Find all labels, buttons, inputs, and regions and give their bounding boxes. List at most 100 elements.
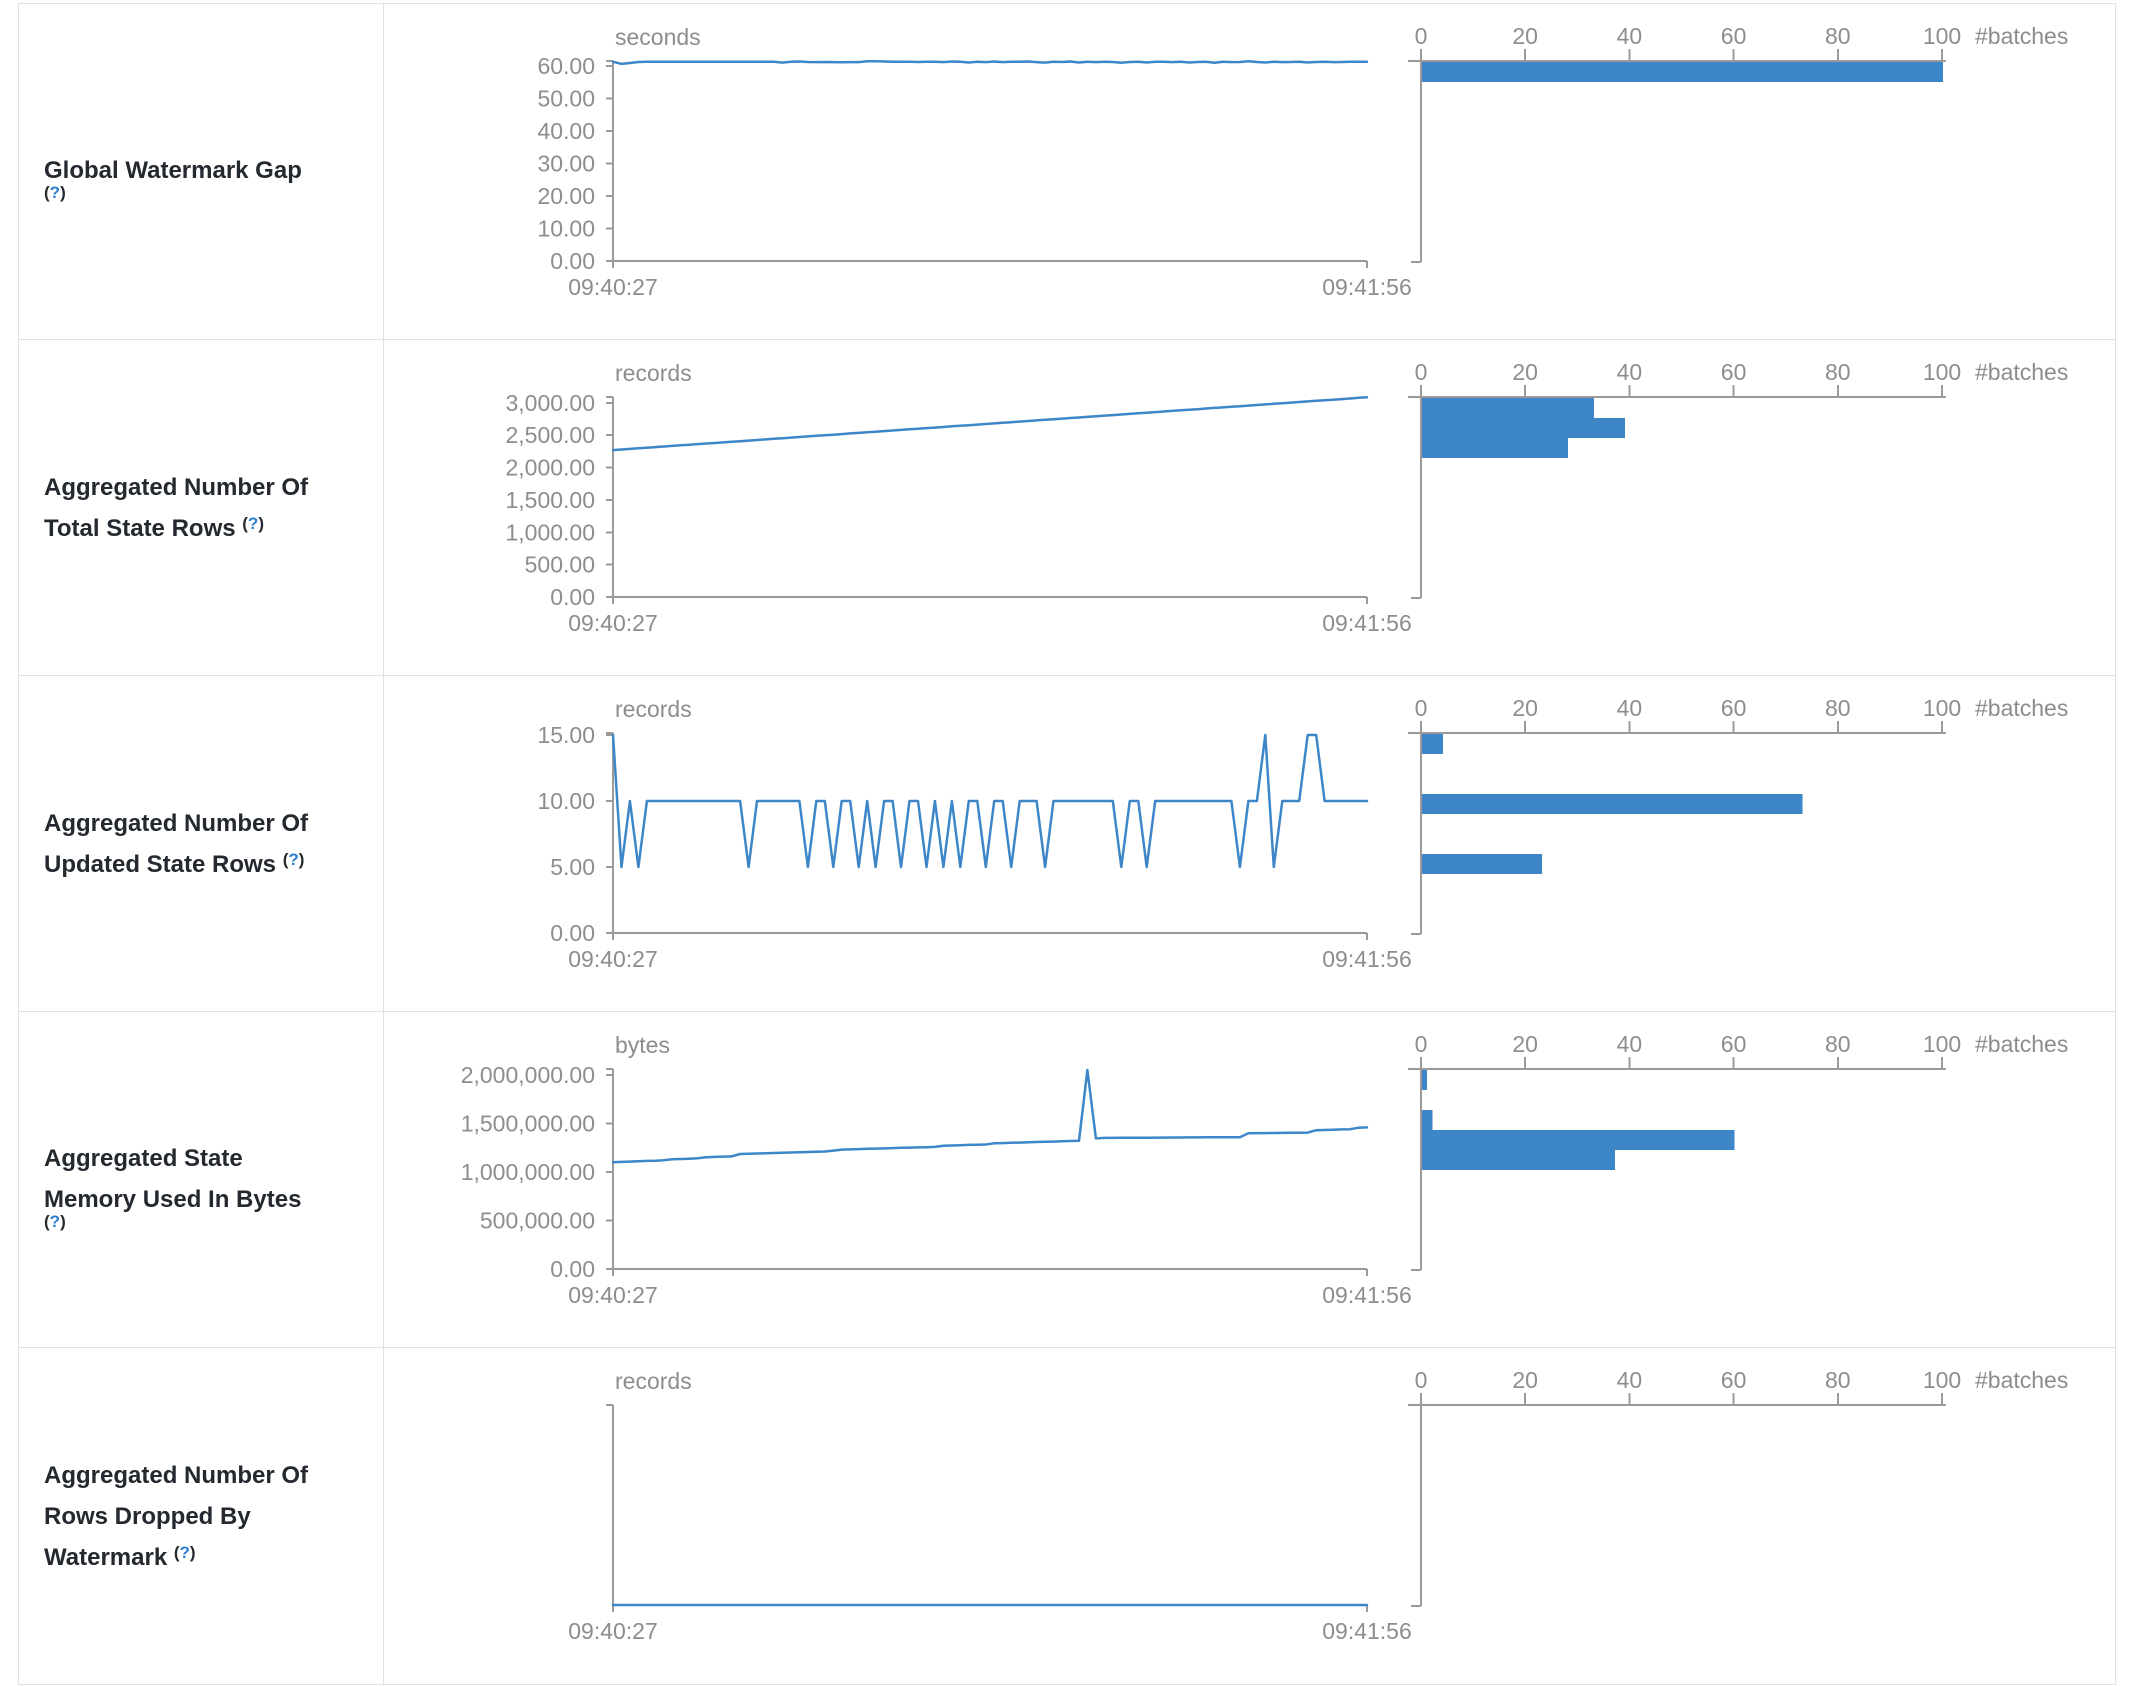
svg-text:0.00: 0.00	[550, 248, 595, 274]
svg-text:80: 80	[1825, 1031, 1851, 1057]
svg-text:10.00: 10.00	[537, 215, 595, 241]
svg-text:09:41:56: 09:41:56	[1322, 610, 1412, 636]
svg-text:#batches: #batches	[1975, 359, 2068, 385]
svg-text:09:41:56: 09:41:56	[1322, 1282, 1412, 1308]
svg-text:60: 60	[1721, 695, 1747, 721]
svg-text:60: 60	[1721, 1367, 1747, 1393]
question-mark-icon: ?	[179, 1542, 190, 1562]
svg-text:100: 100	[1923, 1367, 1961, 1393]
timeline-and-histogram-chart: records 3,000.00 2,500.00 2,000.00 1,500.00 1…	[505, 359, 2068, 636]
svg-text:09:40:27: 09:40:27	[568, 946, 658, 972]
table-row: Aggregated Number Of Rows Dropped By Wat…	[19, 1348, 2115, 1684]
svg-text:#batches: #batches	[1975, 695, 2068, 721]
svg-text:100: 100	[1923, 695, 1961, 721]
question-mark-icon: ?	[247, 513, 259, 533]
svg-text:30.00: 30.00	[537, 150, 595, 176]
svg-text:09:41:56: 09:41:56	[1322, 946, 1412, 972]
help-tooltip-link[interactable]: (?)	[282, 849, 305, 869]
table-row: Aggregated Number Of Total State Rows (?…	[19, 340, 2115, 676]
question-mark-icon: ?	[288, 849, 299, 869]
metric-label-line: Updated State Rows	[44, 850, 277, 878]
svg-text:09:41:56: 09:41:56	[1322, 1618, 1412, 1644]
svg-text:3,000.00: 3,000.00	[505, 390, 595, 416]
svg-text:2,500.00: 2,500.00	[505, 422, 595, 448]
svg-text:20: 20	[1512, 1031, 1538, 1057]
timeline-and-histogram-chart: bytes 2,000,000.00 1,500,000.00 1,000,000.0…	[461, 1031, 2069, 1308]
metric-label-cell: Aggregated Number Of Rows Dropped By Wat…	[19, 1348, 384, 1684]
svg-text:0: 0	[1415, 695, 1428, 721]
svg-text:records: records	[615, 696, 692, 722]
svg-text:09:40:27: 09:40:27	[568, 1282, 658, 1308]
metric-label-line: Rows Dropped By	[44, 1502, 251, 1530]
svg-text:0: 0	[1415, 1367, 1428, 1393]
svg-text:09:40:27: 09:40:27	[568, 1618, 658, 1644]
svg-text:records: records	[615, 360, 692, 386]
charts-cell: records 09:40:27 09:41:56 0 20 40 60 80 100 #batc…	[384, 1348, 2115, 1684]
timeline-and-histogram-chart: records 09:40:27 09:41:56 0 20 40 60 80 100 #batc…	[568, 1367, 2068, 1644]
svg-text:500,000.00: 500,000.00	[480, 1207, 595, 1233]
charts-cell: records 3,000.00 2,500.00 2,000.00 1,500.00 1…	[384, 340, 2115, 675]
svg-text:1,500,000.00: 1,500,000.00	[461, 1110, 595, 1136]
svg-text:60: 60	[1721, 23, 1747, 49]
svg-text:80: 80	[1825, 23, 1851, 49]
metric-label-line: Aggregated State	[44, 1144, 243, 1172]
metric-label-line: Aggregated Number Of	[44, 473, 309, 501]
svg-text:5.00: 5.00	[550, 854, 595, 880]
table-row: Global Watermark Gap (?) seconds 60.00 50.…	[19, 4, 2115, 340]
metric-label: Aggregated Number Of Rows Dropped By Wat…	[19, 1455, 318, 1578]
svg-text:80: 80	[1825, 359, 1851, 385]
timeline-and-histogram-chart: seconds 60.00 50.00 40.00 30.00 20.00 10.00 0.0…	[537, 23, 2068, 300]
metric-label-cell: Global Watermark Gap (?)	[19, 4, 384, 339]
metric-label-line: Watermark	[44, 1543, 168, 1571]
svg-text:09:40:27: 09:40:27	[568, 610, 658, 636]
svg-text:10.00: 10.00	[537, 788, 595, 814]
svg-text:09:40:27: 09:40:27	[568, 274, 658, 300]
svg-text:50.00: 50.00	[537, 85, 595, 111]
metric-label: Global Watermark Gap (?)	[44, 157, 302, 202]
svg-text:0.00: 0.00	[550, 584, 595, 610]
svg-text:1,000.00: 1,000.00	[505, 519, 595, 545]
help-tooltip-link[interactable]: (?)	[242, 513, 264, 533]
charts-cell: seconds 60.00 50.00 40.00 30.00 20.00 10.00 0.0…	[384, 4, 2115, 339]
svg-text:09:41:56: 09:41:56	[1322, 274, 1412, 300]
watermark-metrics-table: Global Watermark Gap (?) seconds 60.00 50.…	[18, 3, 2116, 1685]
svg-text:seconds: seconds	[615, 24, 701, 50]
svg-text:20: 20	[1512, 695, 1538, 721]
svg-text:100: 100	[1923, 1031, 1961, 1057]
svg-text:2,000.00: 2,000.00	[505, 455, 595, 481]
question-mark-icon: ?	[49, 183, 61, 202]
metric-label-cell: Aggregated State Memory Used In Bytes (?…	[19, 1012, 384, 1347]
svg-text:500.00: 500.00	[525, 552, 595, 578]
svg-text:#batches: #batches	[1975, 1367, 2068, 1393]
table-row: Aggregated Number Of Updated State Rows …	[19, 676, 2115, 1012]
svg-text:80: 80	[1825, 1367, 1851, 1393]
svg-text:60: 60	[1721, 359, 1747, 385]
svg-text:0: 0	[1415, 23, 1428, 49]
svg-text:40: 40	[1617, 695, 1643, 721]
metric-label-line: Aggregated Number Of	[44, 809, 309, 837]
charts-cell: bytes 2,000,000.00 1,500,000.00 1,000,000.0…	[384, 1012, 2115, 1347]
svg-text:40: 40	[1617, 1367, 1643, 1393]
svg-text:0: 0	[1415, 1031, 1428, 1057]
metric-label-cell: Aggregated Number Of Updated State Rows …	[19, 676, 384, 1011]
svg-text:80: 80	[1825, 695, 1851, 721]
svg-text:1,000,000.00: 1,000,000.00	[461, 1159, 595, 1185]
help-tooltip-link[interactable]: (?)	[173, 1542, 196, 1562]
metric-label-line: Aggregated Number Of	[44, 1461, 309, 1489]
svg-text:40.00: 40.00	[537, 118, 595, 144]
metric-label-line: Total State Rows	[44, 514, 236, 542]
svg-text:0.00: 0.00	[550, 1256, 595, 1282]
svg-text:40: 40	[1617, 23, 1643, 49]
svg-text:#batches: #batches	[1975, 1031, 2068, 1057]
svg-text:2,000,000.00: 2,000,000.00	[461, 1062, 595, 1088]
charts-cell: records 15.00 10.00 5.00 0.00 09:40:27 09:41:5…	[384, 676, 2115, 1011]
metric-label: Aggregated Number Of Total State Rows (?…	[19, 467, 318, 549]
metric-label-line: Memory Used In Bytes	[44, 1185, 302, 1213]
metric-label: Aggregated State Memory Used In Bytes (?…	[44, 1144, 302, 1231]
svg-text:20: 20	[1512, 359, 1538, 385]
svg-text:60: 60	[1721, 1031, 1747, 1057]
svg-text:40: 40	[1617, 1031, 1643, 1057]
svg-text:20.00: 20.00	[537, 183, 595, 209]
